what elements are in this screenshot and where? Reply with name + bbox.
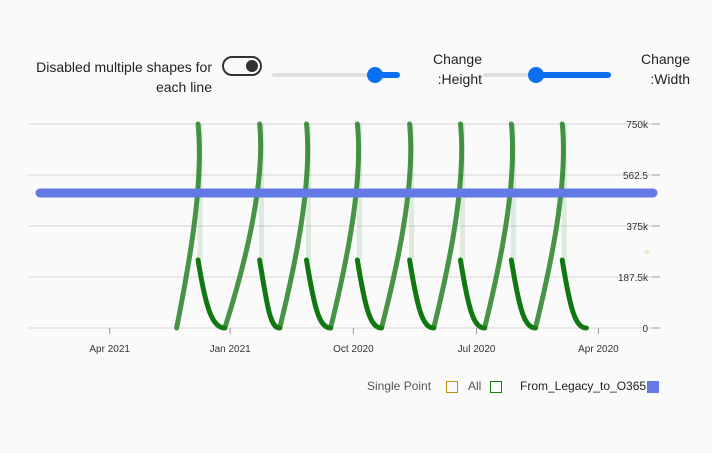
y-tick-label-2: 375k: [626, 222, 649, 233]
all-decay-1: [257, 257, 283, 331]
height-slider-fill: [375, 72, 400, 78]
x-axis-ticks: Apr 2021 Jan 2021 Oct 2020 Jul 2020 Apr 2020: [89, 328, 619, 355]
width-slider-fill: [536, 72, 611, 78]
all-rise-2: [277, 121, 311, 331]
legend-label-single-point: Single Point: [367, 379, 432, 393]
series-layer: [35, 121, 658, 331]
y-tick-label-3: 187.5k: [618, 273, 649, 284]
legend-label-from-legacy: From_Legacy_to_O365: [520, 379, 647, 393]
all-decay-7: [559, 257, 589, 331]
legend-item-from-legacy[interactable]: From_Legacy_to_O365: [520, 379, 659, 393]
all-decay-0: [195, 257, 228, 331]
x-tick-label-3: Jul 2020: [458, 344, 496, 355]
all-rise-6: [482, 121, 516, 331]
x-tick-label-0: Apr 2021: [89, 344, 130, 355]
legend-item-all[interactable]: All: [468, 379, 502, 393]
all-rise-3: [328, 121, 362, 331]
height-slider[interactable]: [272, 66, 400, 84]
y-tick-label-1: 562.5: [623, 171, 648, 182]
y-tick-label-4: 0: [642, 324, 648, 335]
chart-controls: Disabled multiple shapes for each line C…: [0, 0, 712, 110]
width-slider[interactable]: [483, 66, 611, 84]
all-rise-1: [222, 121, 264, 331]
all-rise-7: [532, 121, 566, 331]
legend-swatch-single-point: [446, 381, 458, 393]
legend-label-all: All: [468, 379, 482, 393]
all-rise-4: [378, 121, 414, 331]
all-decay-4: [407, 257, 437, 331]
all-decay-2: [304, 257, 334, 331]
height-label: Change :Height: [432, 51, 482, 87]
height-slider-thumb[interactable]: [367, 67, 383, 83]
width-label: Change :Width: [640, 51, 690, 87]
toggle-label: Disabled multiple shapes for each line: [36, 59, 212, 95]
all-rise-0: [174, 121, 202, 331]
width-slider-thumb[interactable]: [528, 67, 544, 83]
all-decay-3: [354, 257, 384, 331]
toggle-knob[interactable]: [246, 60, 258, 72]
all-decay-5: [457, 257, 488, 331]
multiple-shapes-toggle[interactable]: [222, 56, 262, 76]
height-slider-track[interactable]: [272, 73, 400, 77]
y-tick-label-0: 750k: [626, 120, 649, 131]
legend-swatch-from-legacy: [647, 381, 659, 393]
single-point-marker: [644, 249, 650, 255]
legend-swatch-all: [490, 381, 502, 393]
y-axis-ticks: 750k 562.5 375k 187.5k 0: [618, 120, 660, 335]
x-tick-label-1: Jan 2021: [210, 344, 252, 355]
x-tick-label-4: Apr 2020: [578, 344, 619, 355]
all-rise-5: [431, 121, 465, 331]
all-decay-6: [508, 257, 538, 331]
x-tick-label-2: Oct 2020: [333, 344, 374, 355]
legend-item-single-point[interactable]: Single Point: [367, 379, 458, 393]
line-chart: Apr 2021 Jan 2021 Oct 2020 Jul 2020 Apr 2020…: [28, 120, 660, 355]
